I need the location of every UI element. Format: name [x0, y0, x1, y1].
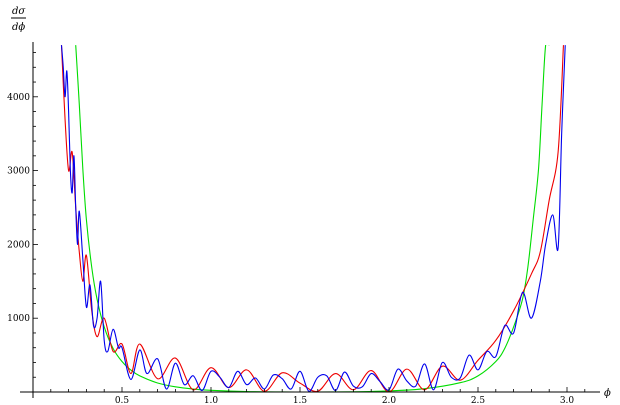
y-axis-label-denominator: dϕ — [12, 22, 25, 33]
x-axis-label: ϕ — [604, 388, 611, 399]
y-axis-label-numerator: dσ — [12, 6, 26, 17]
x-tick-label: 1.5 — [293, 396, 308, 405]
y-tick-label: 3000 — [7, 167, 30, 177]
y-tick-label: 4000 — [7, 93, 30, 103]
y-tick-label: 2000 — [7, 240, 30, 250]
series-line-1 — [75, 45, 550, 392]
series-group — [60, 45, 566, 392]
series-line-3 — [60, 45, 566, 392]
x-tick-label: 0.5 — [115, 396, 130, 405]
axes: 0.5 1.0 1.5 2.0 2.5 3.0 1000 2000 3000 4000 — [7, 42, 600, 405]
x-tick-label: 2.0 — [382, 396, 397, 405]
x-tick-label: 3.0 — [560, 396, 575, 405]
series-line-2 — [60, 45, 564, 392]
x-tick-label: 2.5 — [471, 396, 486, 405]
y-tick-label: 1000 — [7, 314, 30, 324]
x-tick-label: 1.0 — [204, 396, 219, 405]
